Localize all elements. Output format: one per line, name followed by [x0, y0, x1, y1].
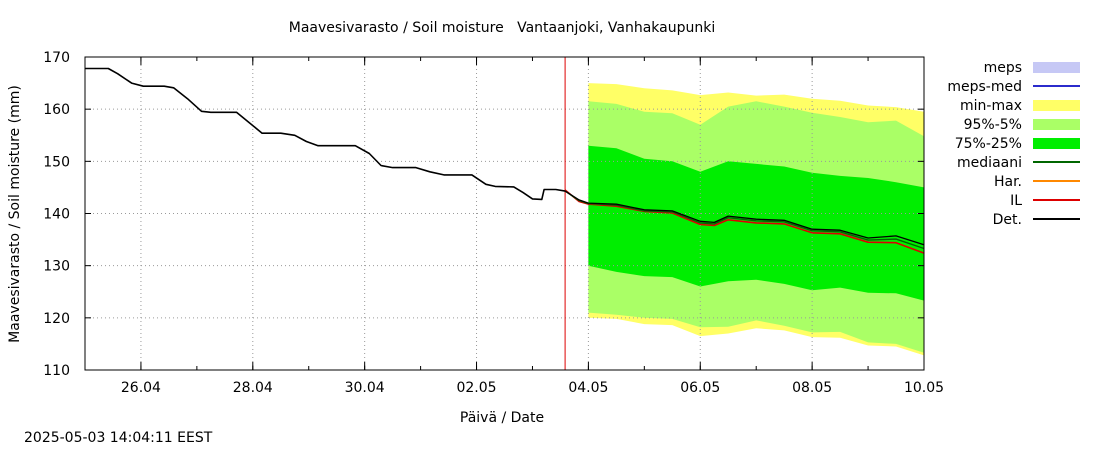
y-tick-label: 170 — [43, 50, 70, 66]
series-line-observed — [85, 67, 566, 201]
legend-item-har: Har. — [994, 174, 1080, 190]
legend-swatch — [1033, 100, 1080, 111]
legend-item-min-max: min-max — [960, 98, 1080, 114]
grid-lines — [85, 57, 924, 370]
series-line-forecast-det — [564, 190, 925, 246]
x-tick-label: 02.05 — [456, 380, 496, 396]
y-tick-label: 120 — [43, 311, 70, 327]
y-tick-label: 160 — [43, 102, 70, 118]
legend-label: 95%-5% — [964, 117, 1022, 133]
legend-label: mediaani — [957, 155, 1022, 171]
legend-label: Har. — [994, 174, 1022, 190]
x-tick-label: 26.04 — [121, 380, 161, 396]
legend-item-meps: meps — [984, 60, 1080, 76]
legend-label: 75%-25% — [955, 136, 1022, 152]
x-tick-label: 10.05 — [904, 380, 944, 396]
legend-label: meps — [984, 60, 1022, 76]
legend-item-meps-med: meps-med — [947, 79, 1080, 95]
y-tick-label: 140 — [43, 207, 70, 223]
legend-item-det: Det. — [993, 212, 1080, 228]
y-axis-label: Maavesivarasto / Soil moisture (mm) — [7, 85, 23, 343]
legend-item-il: IL — [1010, 193, 1080, 209]
legend-item-75-25: 75%-25% — [955, 136, 1080, 152]
legend: meps meps-med min-max 95%-5% 75%-25% mediaani… — [947, 60, 1080, 228]
legend-label: meps-med — [947, 79, 1022, 95]
x-tick-label: 04.05 — [568, 380, 608, 396]
y-axis-ticks: 110 120 130 140 150 160 170 — [43, 50, 924, 379]
x-tick-label: 08.05 — [792, 380, 832, 396]
x-axis-ticks: 26.04 28.04 30.04 02.05 04.05 06.05 08.05 10.05 — [84, 57, 944, 396]
legend-label: min-max — [960, 98, 1022, 114]
generated-timestamp: 2025-05-03 14:04:11 EEST — [24, 430, 213, 446]
legend-swatch — [1033, 138, 1080, 149]
series-line-mediaani — [564, 190, 925, 250]
legend-item-95-5: 95%-5% — [964, 117, 1080, 133]
y-tick-label: 150 — [43, 154, 70, 170]
legend-item-mediaani: mediaani — [957, 155, 1080, 171]
legend-swatch — [1033, 119, 1080, 130]
y-tick-label: 110 — [43, 363, 70, 379]
legend-label: IL — [1010, 193, 1022, 209]
series-lines — [85, 57, 925, 370]
x-axis-label: Päivä / Date — [460, 410, 544, 426]
legend-label: Det. — [993, 212, 1022, 228]
x-tick-label: 06.05 — [680, 380, 720, 396]
x-tick-label: 30.04 — [345, 380, 385, 396]
chart-title: Maavesivarasto / Soil moisture Vantaanjo… — [289, 20, 715, 36]
legend-swatch — [1033, 62, 1080, 73]
y-tick-label: 130 — [43, 259, 70, 275]
series-line-il — [564, 189, 925, 254]
x-tick-label: 28.04 — [233, 380, 273, 396]
